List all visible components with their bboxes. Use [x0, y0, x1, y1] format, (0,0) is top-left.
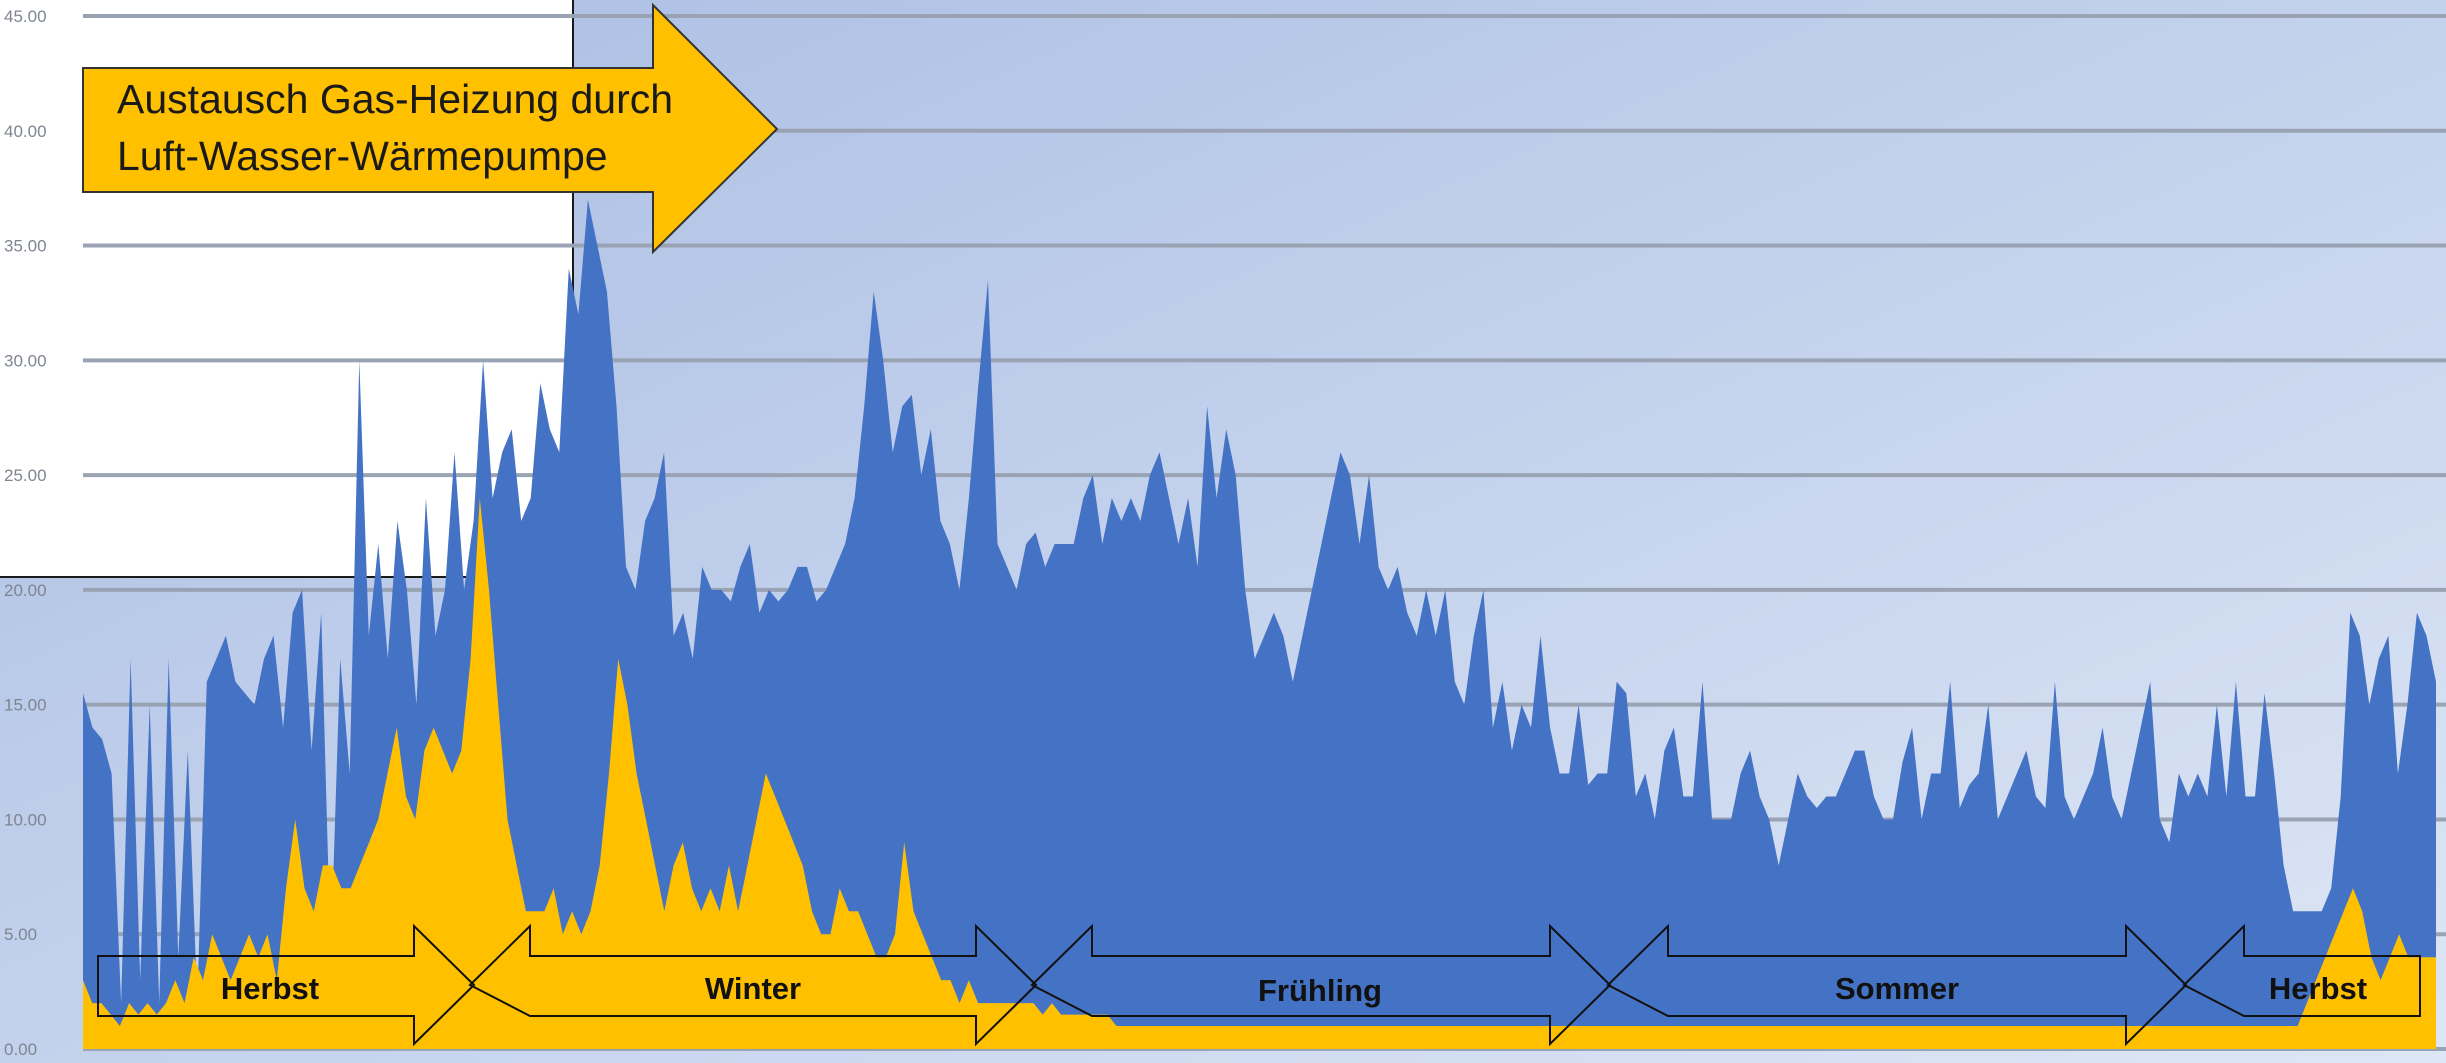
y-axis-tick-labels: 0.00 5.00 10.00 15.00 20.00 25.00 30.00 35.00 40… — [4, 7, 47, 1059]
y-tick-label: 10.00 — [4, 810, 47, 829]
season-arrow-sommer — [1606, 923, 2188, 1047]
callout-text-line-2: Luft-Wasser-Wärmepumpe — [117, 133, 608, 179]
y-tick-label: 30.00 — [4, 351, 47, 370]
season-label-sommer: Sommer — [1835, 971, 1959, 1006]
y-tick-label: 40.00 — [4, 122, 47, 141]
callout-text-line-1: Austausch Gas-Heizung durch — [117, 76, 673, 122]
season-arrow-herbst-2 — [2182, 923, 2421, 1017]
season-arrow-herbst-1 — [97, 923, 476, 1047]
season-label-fruehling: Frühling — [1258, 973, 1382, 1008]
y-tick-label: 15.00 — [4, 696, 47, 715]
y-tick-label: 5.00 — [4, 925, 37, 944]
season-label-herbst-1: Herbst — [221, 971, 319, 1006]
total-consumption-area — [83, 199, 2436, 1050]
y-tick-label: 0.00 — [4, 1040, 37, 1059]
season-arrow-fruehling — [1030, 923, 1612, 1047]
season-label-winter: Winter — [705, 971, 801, 1006]
callout-arrow — [82, 2, 779, 255]
base-consumption-area — [83, 498, 2436, 1050]
season-arrow-winter — [468, 923, 1038, 1047]
season-arrows — [97, 923, 2421, 1047]
y-tick-label: 25.00 — [4, 466, 47, 485]
y-tick-label: 35.00 — [4, 237, 47, 256]
y-tick-label: 20.00 — [4, 581, 47, 600]
season-label-herbst-2: Herbst — [2269, 971, 2367, 1006]
y-tick-label: 45.00 — [4, 7, 47, 26]
